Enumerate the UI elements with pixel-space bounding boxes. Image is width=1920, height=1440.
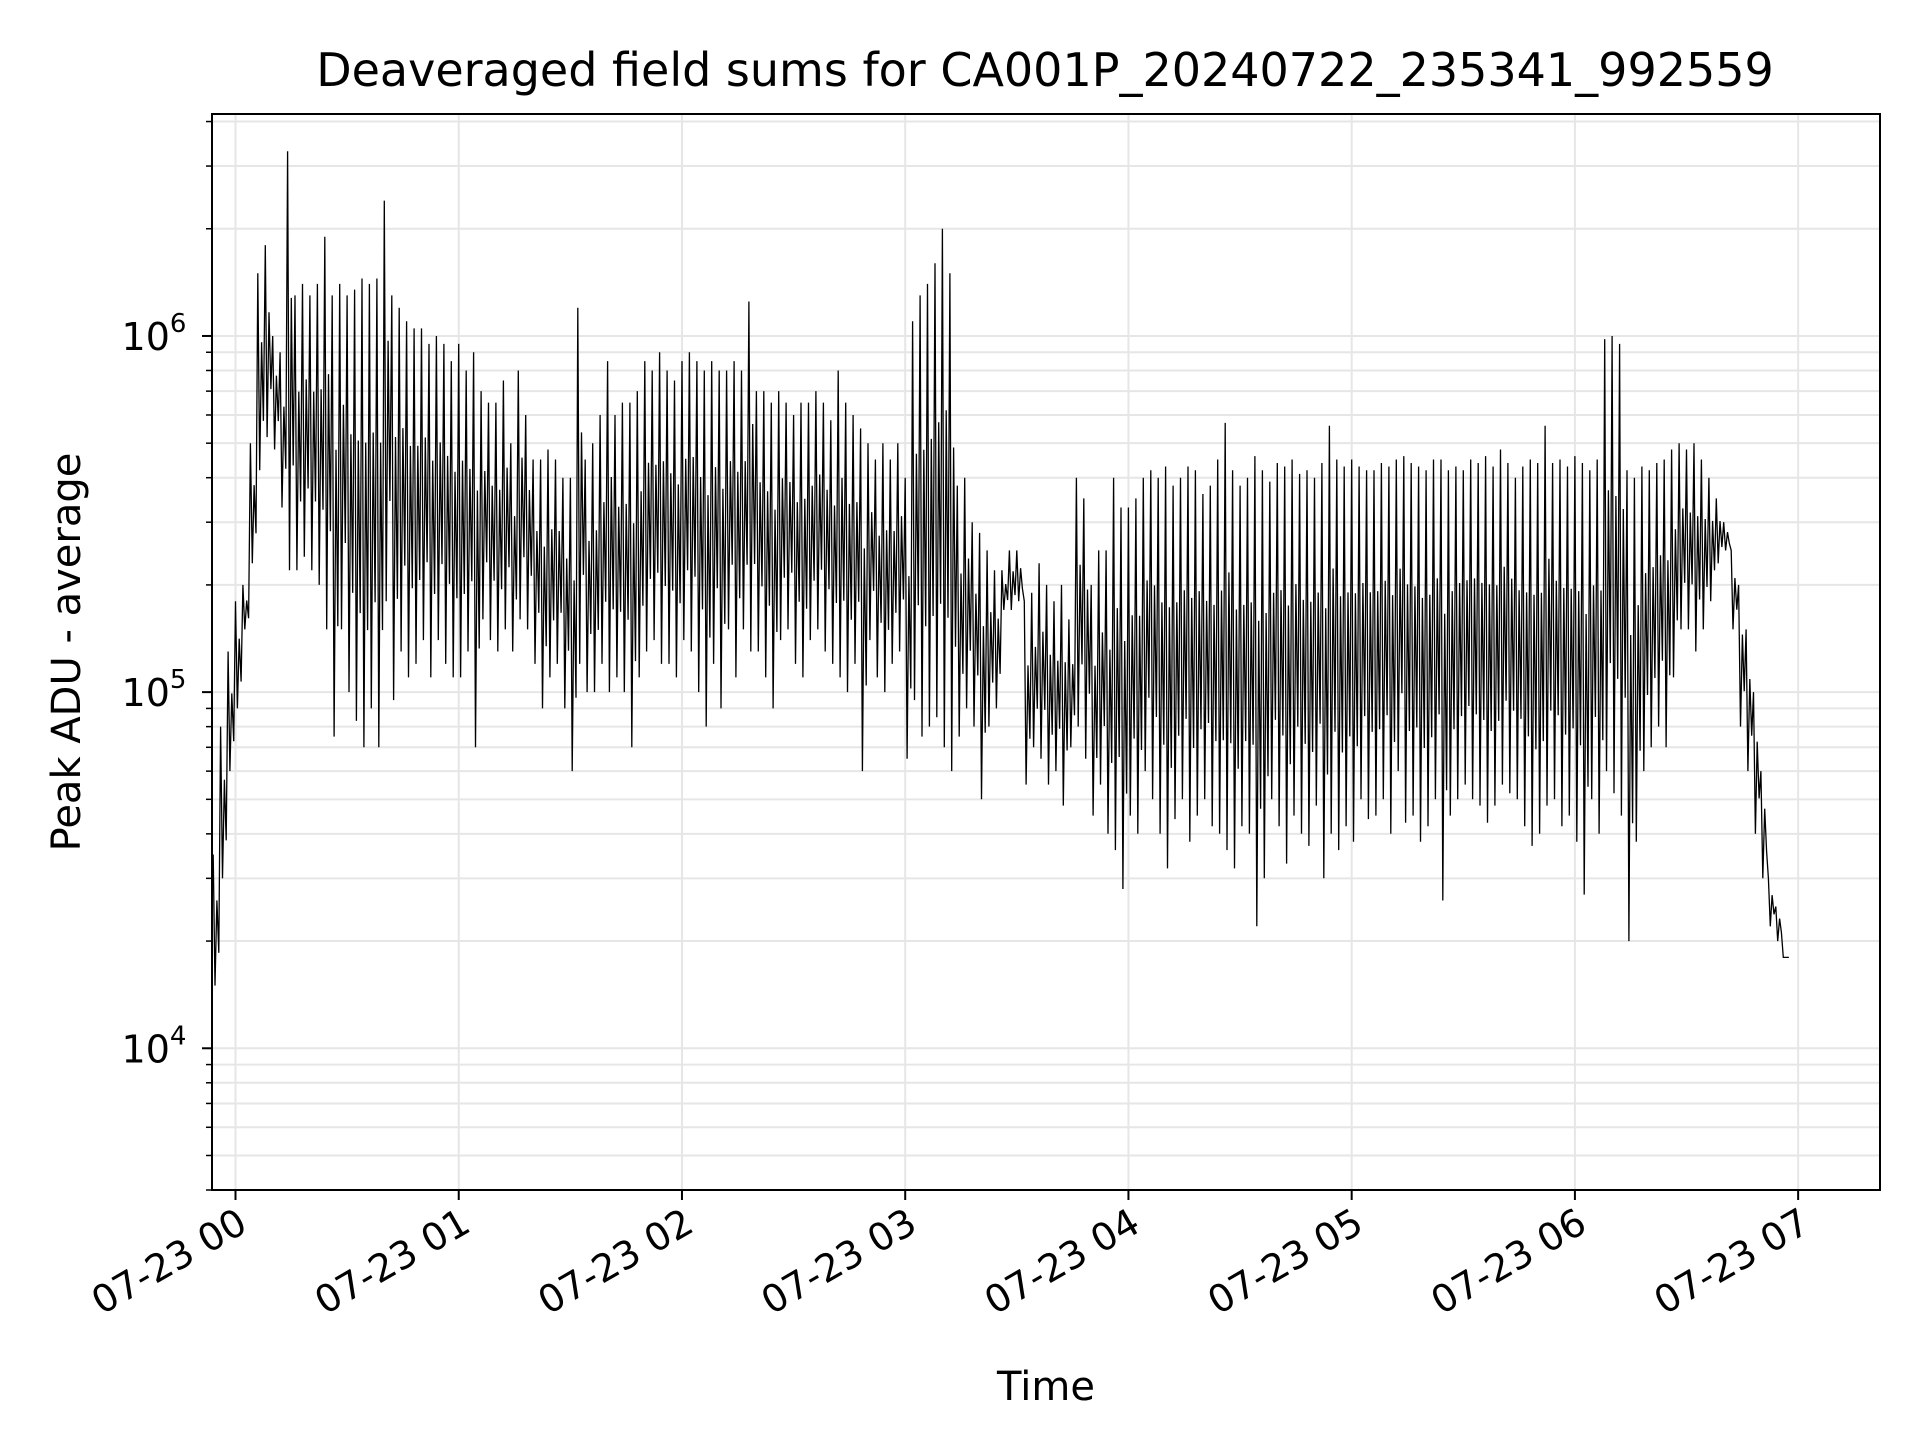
y-axis-label: Peak ADU - average	[44, 453, 90, 852]
plot-frame	[211, 113, 1881, 1191]
y-tick-label: 104	[122, 1021, 187, 1071]
y-axis-ticks: 104 105 106	[122, 120, 212, 1191]
gridlines	[212, 114, 1880, 1191]
series-line	[212, 151, 1789, 986]
y-tick-label: 105	[122, 665, 187, 715]
chart-title: Deaveraged field sums for CA001P_2024072…	[316, 43, 1774, 97]
y-tick-label: 106	[122, 309, 187, 359]
x-axis-label: Time	[996, 1364, 1095, 1410]
